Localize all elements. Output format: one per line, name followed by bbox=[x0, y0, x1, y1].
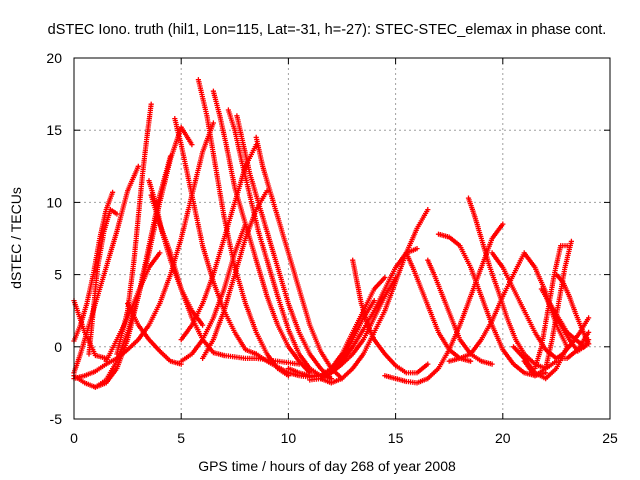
series-5 bbox=[71, 189, 116, 344]
series-markers bbox=[234, 113, 334, 382]
data-points bbox=[71, 77, 592, 390]
series-31 bbox=[425, 257, 495, 367]
series-4 bbox=[71, 163, 141, 376]
plot-frame bbox=[73, 57, 611, 420]
series-12 bbox=[146, 178, 206, 328]
series-42 bbox=[538, 286, 592, 350]
series-24 bbox=[285, 274, 388, 379]
axis-ticks bbox=[73, 57, 611, 420]
series-19 bbox=[200, 188, 270, 361]
y-axis-label: dSTEC / TECUs bbox=[8, 187, 24, 289]
series-markers bbox=[178, 142, 259, 343]
x-tick-label: 20 bbox=[495, 430, 511, 446]
y-tick-labels: -5 0 5 10 15 20 bbox=[46, 50, 62, 427]
y-tick-label: -5 bbox=[50, 411, 63, 427]
series-markers bbox=[200, 188, 270, 361]
series-markers bbox=[71, 189, 116, 344]
series-markers bbox=[382, 221, 506, 386]
series-markers bbox=[71, 163, 141, 376]
series-markers bbox=[86, 207, 120, 357]
series-14 bbox=[195, 77, 291, 379]
series-markers bbox=[253, 134, 345, 382]
series-33 bbox=[465, 195, 559, 372]
y-tick-label: 15 bbox=[46, 122, 62, 138]
series-markers bbox=[125, 300, 184, 367]
series-26 bbox=[318, 207, 431, 386]
series-11 bbox=[125, 300, 184, 367]
series-18 bbox=[253, 134, 345, 382]
series-markers bbox=[195, 77, 291, 379]
series-21 bbox=[178, 221, 249, 364]
series-17 bbox=[234, 113, 334, 382]
series-28 bbox=[350, 257, 431, 376]
series-38 bbox=[532, 243, 570, 372]
x-tick-label: 5 bbox=[177, 430, 185, 446]
series-20 bbox=[178, 142, 259, 343]
series-markers bbox=[146, 178, 206, 328]
series-6 bbox=[86, 207, 120, 357]
x-tick-label: 0 bbox=[70, 430, 78, 446]
series-markers bbox=[465, 195, 559, 372]
x-tick-label: 15 bbox=[388, 430, 404, 446]
series-markers bbox=[318, 207, 431, 386]
series-markers bbox=[538, 286, 592, 350]
x-tick-label: 10 bbox=[281, 430, 297, 446]
series-markers bbox=[178, 221, 249, 364]
series-markers bbox=[328, 246, 420, 376]
x-tick-labels: 0 5 10 15 20 25 bbox=[70, 430, 618, 446]
series-27 bbox=[328, 246, 420, 376]
x-axis-label: GPS time / hours of day 268 of year 2008 bbox=[198, 458, 456, 474]
series-29 bbox=[382, 221, 506, 386]
chart-title: dSTEC Iono. truth (hil1, Lon=115, Lat=-3… bbox=[48, 22, 607, 38]
y-tick-label: 10 bbox=[46, 194, 62, 210]
series-markers bbox=[532, 243, 570, 372]
y-tick-label: 5 bbox=[54, 267, 62, 283]
y-tick-label: 20 bbox=[46, 50, 62, 66]
series-markers bbox=[425, 257, 495, 367]
series-markers bbox=[285, 274, 388, 379]
series-markers bbox=[350, 257, 431, 376]
y-tick-label: 0 bbox=[54, 339, 62, 355]
x-tick-label: 25 bbox=[602, 430, 618, 446]
